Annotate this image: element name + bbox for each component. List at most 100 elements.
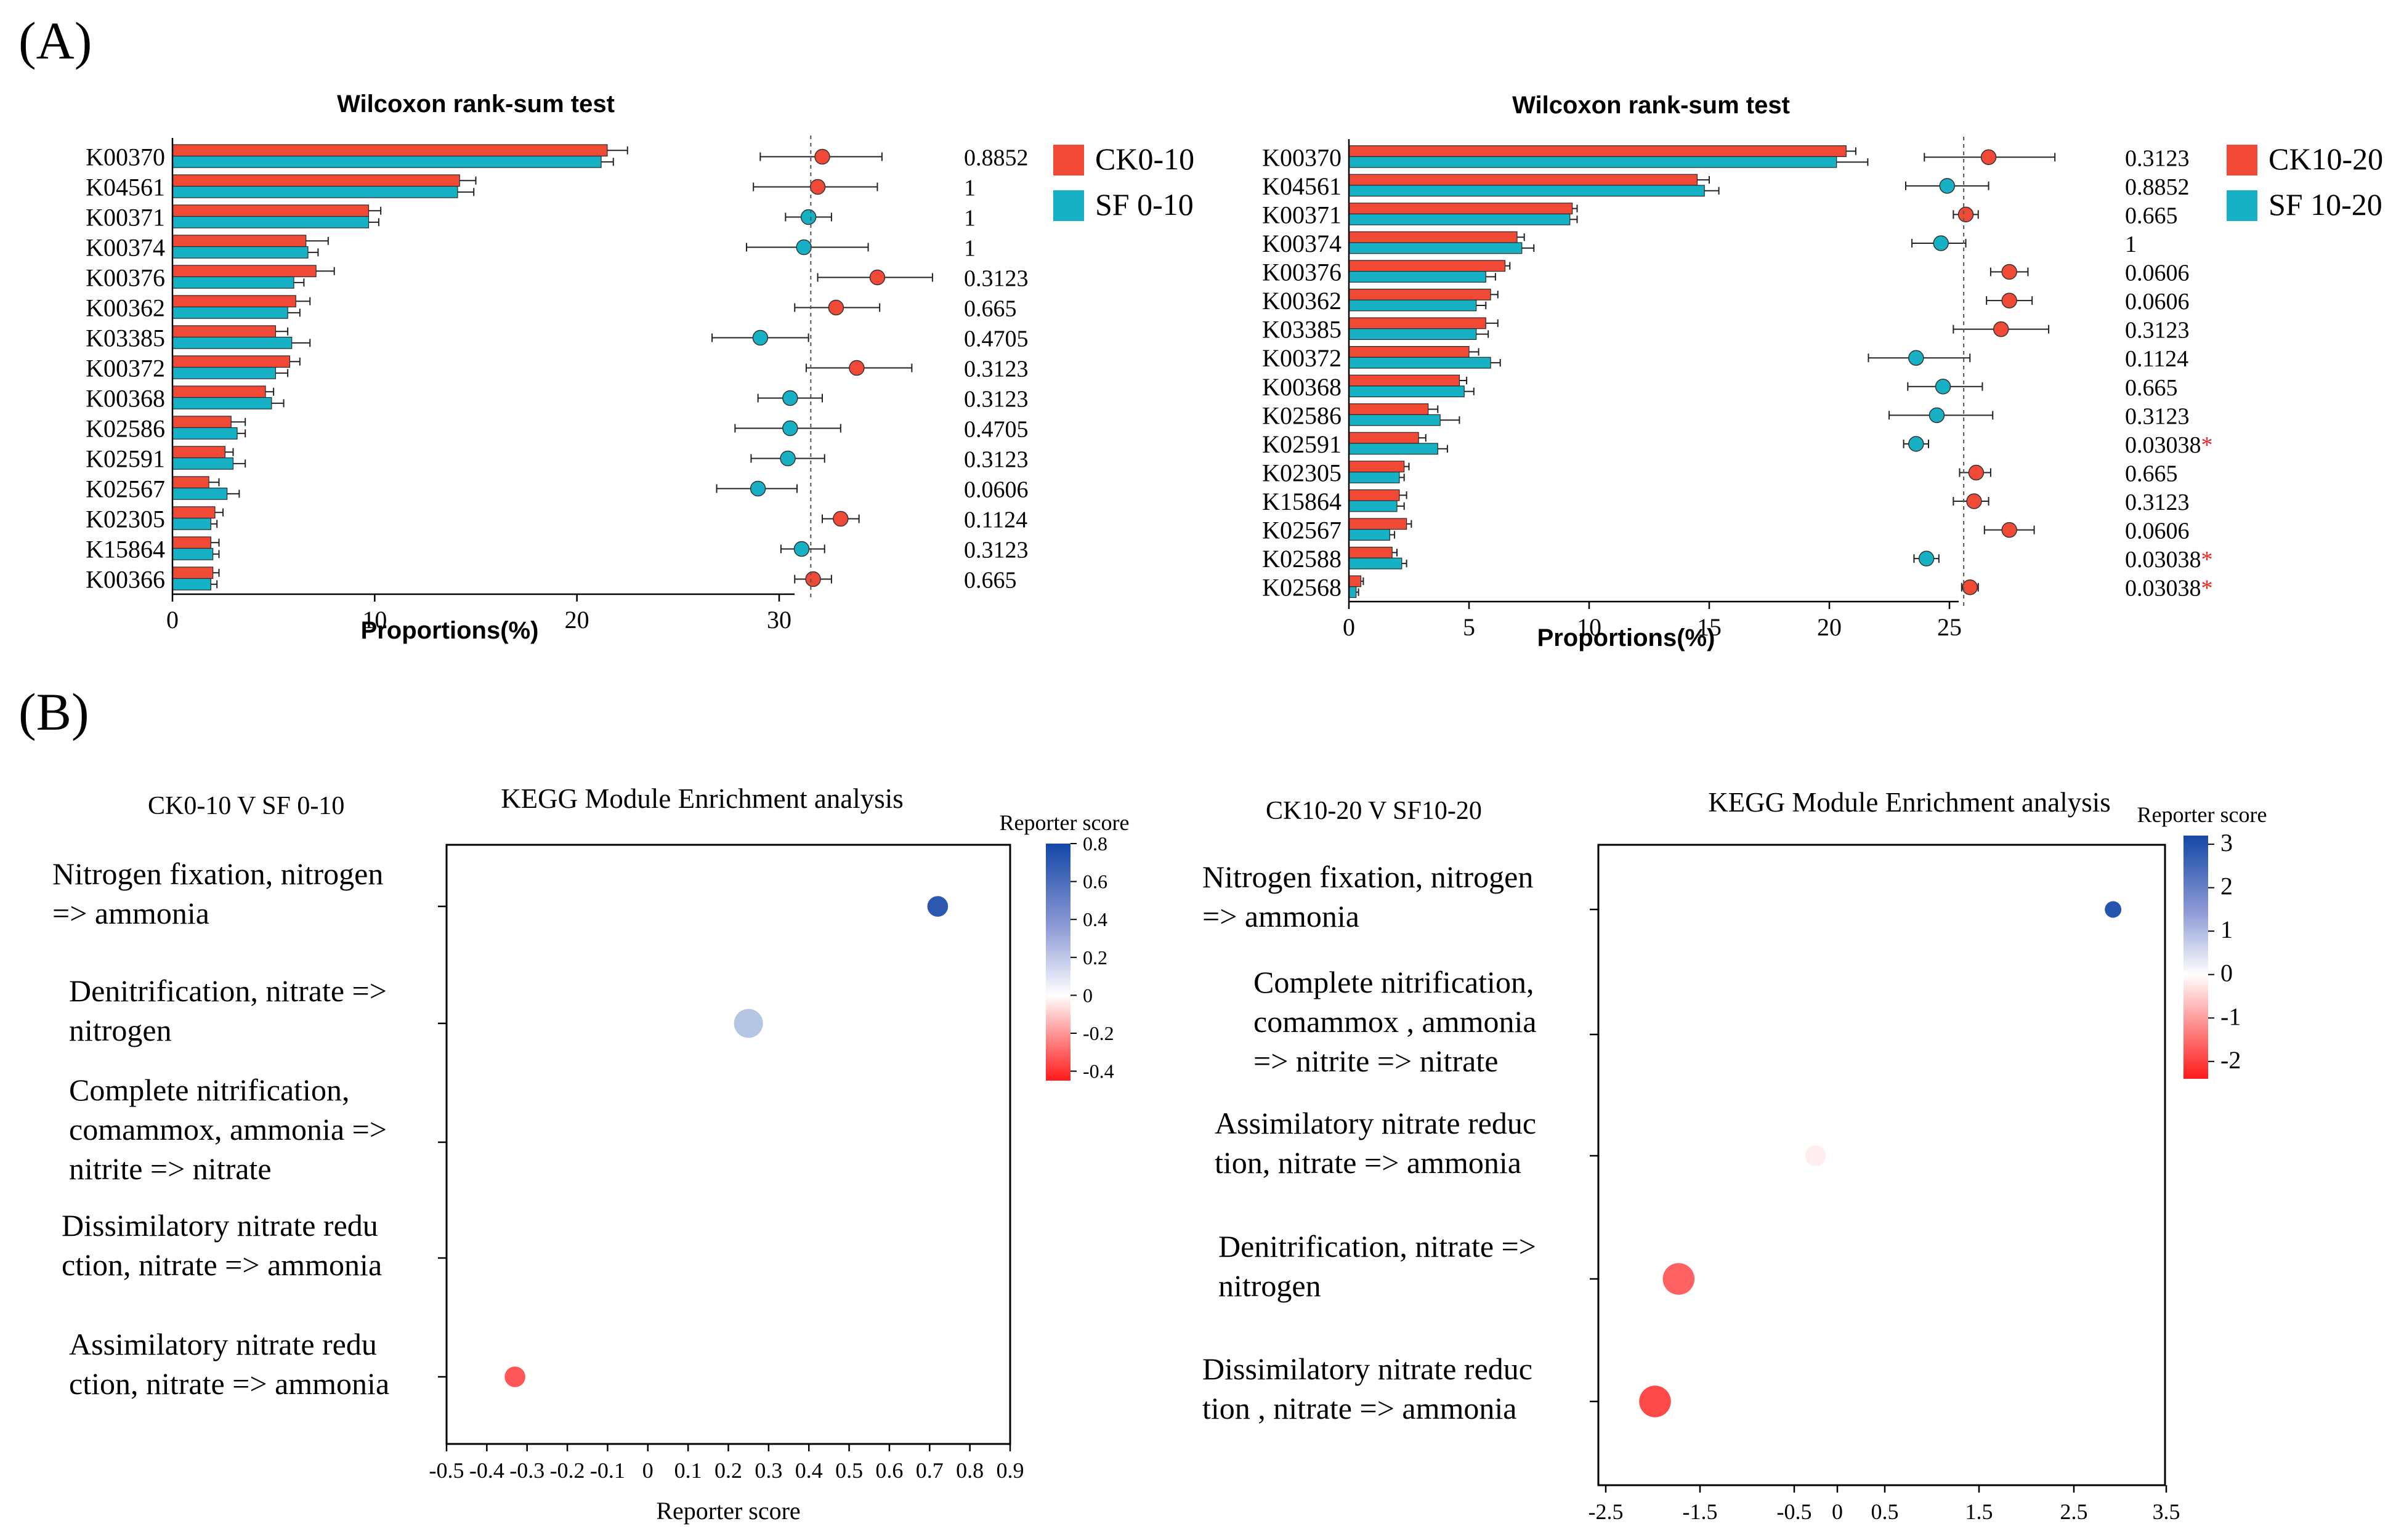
colorbar	[1046, 844, 1071, 1081]
bar-group-2	[172, 336, 293, 349]
x-tick-label: 1.5	[1965, 1499, 1993, 1524]
x-tick-label: 15	[1697, 613, 1722, 641]
x-tick-label: 3.5	[2153, 1499, 2180, 1524]
enrichment-point	[1639, 1385, 1671, 1417]
module-label: comammox, ammonia =>	[69, 1112, 387, 1147]
p-value: 0.0606	[964, 477, 1029, 503]
wilcoxon-chart-10-20: Wilcoxon rank-sum test K00370 0.3123 K04561…	[1262, 92, 2383, 651]
kegg-enrichment-chart-10-20: CK10-20 V SF10-20 KEGG Module Enrichment …	[1202, 787, 2267, 1540]
bar-group-1	[172, 204, 370, 217]
diff-point	[1957, 206, 1974, 223]
category-label: K00372	[1262, 344, 1342, 372]
bar-group-2	[1348, 443, 1438, 455]
colorbar-tick-label: -0.2	[1083, 1022, 1114, 1044]
module-label: nitrogen	[69, 1013, 172, 1047]
p-value: 0.0606	[2125, 260, 2190, 286]
legend-label: SF 0-10	[1095, 187, 1194, 222]
bar-group-1	[1348, 317, 1486, 329]
category-label: K00362	[1262, 287, 1342, 315]
bar-group-2	[172, 427, 238, 440]
p-value: 0.8852	[964, 145, 1029, 171]
bar-group-1	[1348, 174, 1698, 186]
legend-label: CK10-20	[2269, 142, 2383, 176]
bar-group-2	[1348, 414, 1441, 426]
bar-group-2	[172, 397, 272, 409]
category-label: K00374	[1262, 230, 1342, 257]
x-tick-label: -0.1	[590, 1458, 625, 1483]
x-tick-label: 0	[1343, 613, 1355, 641]
diff-point	[2001, 292, 2017, 308]
diff-point	[752, 329, 769, 346]
comparison-subtitle: CK10-20 V SF10-20	[1266, 797, 1482, 825]
category-label: K00376	[1262, 259, 1342, 286]
bar-group-2	[1348, 500, 1398, 512]
bar-group-2	[1348, 385, 1465, 398]
bar-group-1	[172, 385, 266, 398]
category-label: K04561	[86, 174, 165, 201]
category-label: K02568	[1262, 574, 1342, 602]
p-value: 0.0606	[2125, 518, 2190, 544]
x-tick-label: -0.4	[469, 1458, 504, 1483]
bar-group-1	[1348, 288, 1491, 300]
category-label: K00366	[86, 566, 165, 594]
diff-point	[1935, 379, 1951, 395]
bar-group-2	[172, 246, 309, 259]
category-label: K00372	[86, 355, 165, 382]
p-value: 0.3123	[964, 266, 1029, 292]
enrichment-point	[2105, 901, 2122, 918]
x-tick-label: 5	[1463, 613, 1475, 641]
p-value: 0.665	[2125, 461, 2178, 486]
p-value: 1	[964, 206, 976, 232]
bar-group-2	[1348, 213, 1571, 225]
module-label: Assimilatory nitrate reduc	[1215, 1106, 1536, 1140]
bar-group-1	[1348, 489, 1400, 501]
bar-group-1	[172, 295, 296, 308]
diff-point	[809, 179, 826, 195]
x-tick-label: 10	[362, 606, 387, 634]
legend-label: CK0-10	[1095, 142, 1194, 176]
bar-group-1	[172, 566, 214, 579]
x-axis-label: Reporter score	[1810, 1538, 1954, 1540]
module-label: => ammonia	[52, 896, 209, 930]
category-label: K02305	[86, 506, 165, 533]
chart-title: KEGG Module Enrichment analysis	[1708, 787, 2111, 818]
category-label: K03385	[86, 325, 165, 352]
x-tick-label: 0	[1832, 1499, 1843, 1524]
module-label: Complete nitrification,	[69, 1073, 349, 1107]
bar-group-2	[172, 366, 277, 379]
diff-point	[814, 148, 830, 165]
bar-group-1	[172, 476, 209, 489]
legend-title: Reporter score	[2137, 802, 2267, 827]
colorbar-tick-label: 0.2	[1083, 946, 1107, 969]
bar-group-2	[1348, 357, 1491, 369]
diff-point	[1993, 321, 2009, 337]
x-tick-label: 20	[565, 606, 589, 634]
diff-point	[780, 450, 796, 467]
category-label: K00370	[1262, 143, 1342, 171]
diff-point	[782, 420, 798, 437]
bar-group-1	[1348, 374, 1460, 387]
p-value: 0.3123	[2125, 403, 2190, 429]
bar-group-2	[172, 216, 370, 228]
kegg-enrichment-chart-0-10: CK0-10 V SF 0-10 KEGG Module Enrichment a…	[52, 783, 1129, 1525]
bar-group-2	[172, 487, 228, 500]
colorbar-tick-label: 1	[2220, 916, 2233, 943]
p-value: 0.8852	[2125, 174, 2190, 200]
bar-group-1	[172, 536, 211, 549]
category-label: K00376	[86, 264, 165, 292]
diff-point	[1933, 235, 1949, 251]
x-axis-label: Reporter score	[656, 1497, 800, 1525]
category-label: K00374	[86, 234, 165, 262]
x-tick-label: 0.3	[755, 1458, 782, 1483]
bar-group-2	[1348, 529, 1390, 541]
diff-point	[805, 571, 821, 587]
bar-group-2	[1348, 242, 1523, 254]
bar-group-1	[172, 355, 291, 368]
module-label: Complete nitrification,	[1253, 965, 1534, 999]
colorbar-tick-label: 0.4	[1083, 908, 1107, 930]
bar-group-1	[1348, 575, 1362, 587]
x-tick-label: -0.2	[550, 1458, 585, 1483]
category-label: K02588	[1262, 545, 1342, 573]
enrichment-point	[1662, 1263, 1695, 1295]
bar-group-2	[172, 306, 288, 319]
